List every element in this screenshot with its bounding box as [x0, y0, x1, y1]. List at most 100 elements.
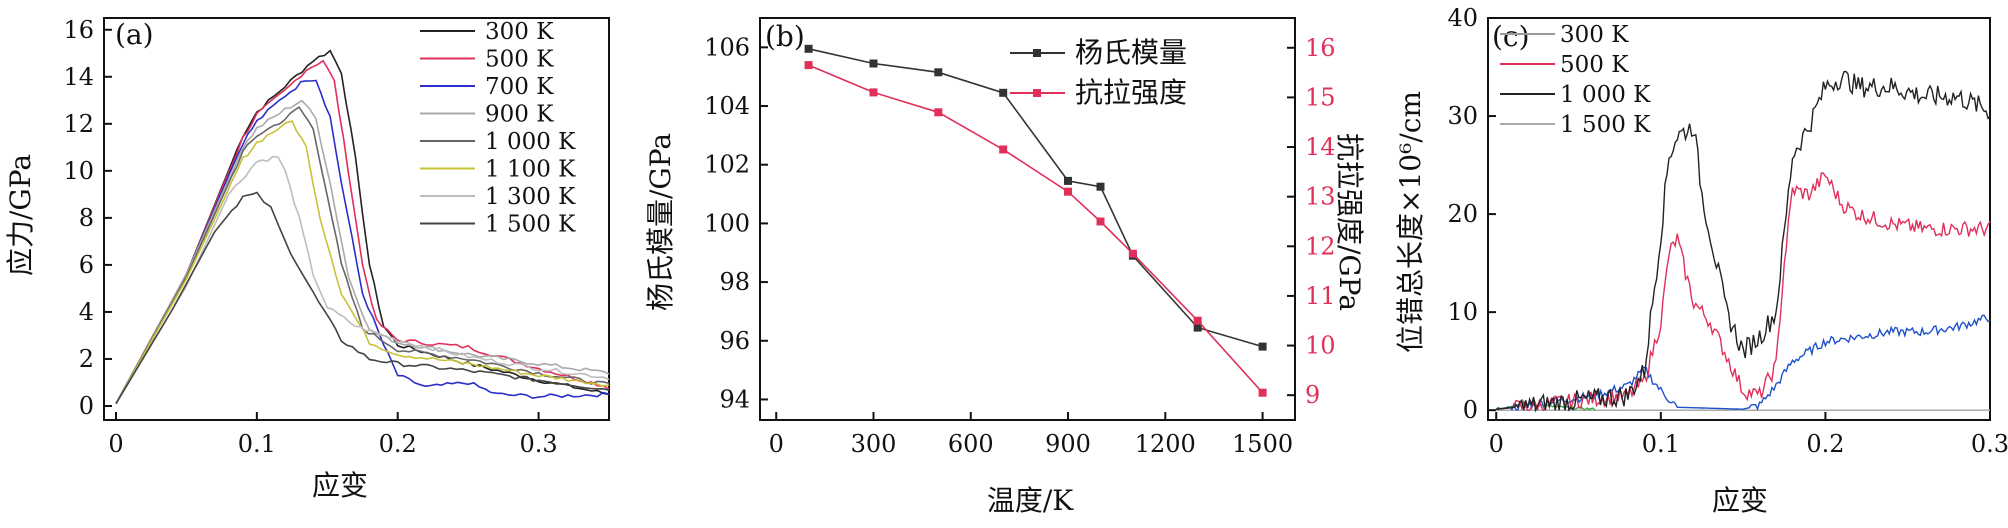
panel-b-data-point: [1096, 182, 1105, 191]
panel-b-x-tick-label: 1500: [1232, 430, 1293, 458]
panel-b-data-point: [804, 61, 813, 70]
panel-b-series-line: [808, 64, 1264, 394]
panel-b-data-point: [1064, 187, 1072, 196]
panel-c-plot-frame: [1487, 17, 1991, 421]
panel-b-right-y-axis-label: 抗拉强度/GPa: [1333, 133, 1366, 311]
panel-b-right-y-tick-label: 16: [1305, 34, 1336, 62]
panel-a-plot-frame: [103, 17, 610, 421]
panel-b-legend-marker: [1033, 89, 1041, 97]
panel-b-right-y-tick-label: 14: [1305, 133, 1336, 161]
panel-c-legend-label: 500 K: [1560, 52, 1629, 78]
panel-c-series-lines: [1495, 70, 1991, 413]
panel-b-x-tick-label: 600: [948, 430, 994, 458]
panel-c-series-line: [1496, 172, 1991, 412]
panel-b-y-tick-label: 104: [704, 92, 750, 120]
panel-b-data-point: [1064, 176, 1072, 185]
panel-c-y-axis-label: 位错总长度×10⁶/cm: [1394, 91, 1427, 353]
panel-a-legend-label: 900 K: [485, 102, 554, 128]
panel-c: (c) 0 0.1 0.2 0.3 0 10 20 30 40 应变 位错总长度×10⁶/cm…: [1394, 4, 2008, 517]
panel-c-x-tick-label: 0.3: [1971, 430, 2008, 458]
panel-a-y-tick-label: 6: [79, 251, 94, 279]
panel-c-y-tick-label: 10: [1447, 298, 1478, 326]
panel-b-right-y-tick-label: 11: [1305, 282, 1336, 310]
panel-c-x-tick-label: 0.1: [1642, 430, 1680, 458]
panel-b-data-point: [1258, 388, 1267, 397]
panel-a-series-line: [115, 191, 610, 405]
panel-c-legend-label: 300 K: [1560, 22, 1629, 48]
panel-b-y-tick-label: 94: [719, 385, 750, 413]
panel-b: (b) 0 300 600 900 1200 1500 94 96 98 100 102 104 10…: [644, 17, 1366, 517]
panel-a-legend-label: 1 100 K: [485, 157, 576, 183]
panel-a-y-tick-label: 12: [63, 110, 94, 138]
panel-b-y-tick-label: 98: [719, 268, 750, 296]
panel-a-label: (a): [115, 18, 154, 51]
panel-b-label: (b): [765, 20, 805, 53]
panel-b-right-y-ticks: 9 10 11 12 13 14 15 16: [1287, 34, 1336, 409]
panel-b-plot-frame: [759, 17, 1296, 421]
panel-a-y-tick-label: 10: [63, 157, 94, 185]
panel-b-data-point: [999, 88, 1008, 97]
panel-b-y-tick-label: 106: [704, 33, 750, 61]
panel-c-x-tick-label: 0.2: [1806, 430, 1844, 458]
panel-b-legend-label: 抗拉强度: [1075, 76, 1187, 109]
panel-b-data-point: [869, 59, 878, 68]
panel-a-y-tick-label: 0: [79, 392, 94, 420]
panel-b-right-y-tick-label: 9: [1305, 381, 1320, 409]
panel-b-right-y-tick-label: 15: [1305, 83, 1336, 111]
panel-a-x-tick-label: 0: [108, 430, 123, 458]
panel-b-x-ticks: 0 300 600 900 1200 1500: [769, 412, 1293, 458]
panel-a-series-line: [115, 106, 610, 404]
panel-a-legend-label: 1 000 K: [485, 129, 576, 155]
panel-b-data-point: [869, 88, 878, 97]
panel-a-legend-label: 1 500 K: [485, 212, 576, 238]
panel-a-y-tick-label: 16: [63, 16, 94, 44]
panel-a-y-tick-label: 2: [79, 345, 94, 373]
panel-c-series-line: [1496, 314, 1991, 411]
panel-c-legend: 300 K 500 K 1 000 K 1 500 K: [1500, 22, 1651, 138]
panel-a-legend-label: 500 K: [485, 47, 554, 73]
panel-a-legend-label: 700 K: [485, 74, 554, 100]
panel-a-y-axis-label: 应力/GPa: [4, 154, 37, 276]
panel-b-data-point: [1096, 217, 1105, 226]
panel-b-x-tick-label: 1200: [1135, 430, 1196, 458]
panel-c-y-tick-label: 30: [1447, 102, 1478, 130]
panel-a-x-tick-label: 0.3: [519, 430, 557, 458]
panel-a: (a) 0 0.1 0.2 0.3 0 2 4 6 8 10 12 14 16 应变 应力/GPa 3…: [4, 16, 610, 502]
panel-a-x-axis-label: 应变: [312, 469, 368, 502]
panel-a-y-tick-label: 4: [79, 298, 94, 326]
panel-c-series-line: [1496, 70, 1991, 413]
panel-c-y-tick-label: 20: [1447, 200, 1478, 228]
panel-b-y-tick-label: 96: [719, 327, 750, 355]
panel-b-series-lines: [804, 44, 1267, 397]
panel-b-x-tick-label: 900: [1045, 430, 1091, 458]
panel-b-legend-marker: [1033, 49, 1041, 57]
panel-c-x-axis-label: 应变: [1712, 484, 1768, 517]
panel-a-series-line: [115, 99, 610, 404]
panel-b-right-y-tick-label: 12: [1305, 232, 1336, 260]
panel-b-x-tick-label: 0: [769, 430, 784, 458]
panel-a-series-lines: [115, 49, 610, 405]
panel-b-x-axis-label: 温度/K: [987, 484, 1074, 517]
panel-b-data-point: [804, 44, 813, 53]
panel-b-data-point: [1258, 342, 1267, 351]
panel-b-left-y-ticks: 94 96 98 100 102 104 106: [704, 33, 768, 413]
panel-c-x-ticks: 0 0.1 0.2 0.3: [1489, 412, 2008, 458]
panel-b-data-point: [1193, 323, 1202, 332]
panel-a-series-line: [115, 120, 610, 404]
panel-b-data-point: [1193, 316, 1202, 325]
panel-c-x-tick-label: 0: [1489, 430, 1504, 458]
panel-a-y-tick-label: 8: [79, 204, 94, 232]
panel-c-legend-label: 1 000 K: [1560, 82, 1651, 108]
panel-a-x-ticks: 0 0.1 0.2 0.3: [108, 412, 558, 458]
panel-a-y-tick-label: 14: [63, 63, 94, 91]
panel-b-legend-label: 杨氏模量: [1075, 36, 1187, 69]
panel-b-data-point: [934, 108, 943, 117]
panel-c-y-tick-label: 40: [1447, 4, 1478, 32]
panel-c-y-ticks: 0 10 20 30 40: [1447, 4, 1496, 424]
panel-b-right-y-tick-label: 10: [1305, 332, 1336, 360]
panel-a-y-ticks: 0 2 4 6 8 10 12 14 16: [63, 16, 112, 420]
panel-a-legend-label: 1 300 K: [485, 184, 576, 210]
